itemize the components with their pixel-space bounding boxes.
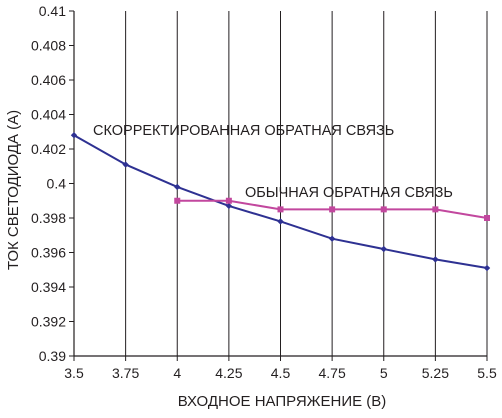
y-tick-label: 0.41 (39, 3, 66, 19)
data-point (483, 264, 491, 272)
x-tick-label: 5.5 (477, 365, 497, 381)
data-point (380, 206, 387, 213)
y-tick-label: 0.39 (39, 348, 66, 364)
x-tick-label: 4.5 (271, 365, 291, 381)
x-tick-label: 4 (173, 365, 181, 381)
data-point (174, 197, 181, 204)
series-0 (70, 132, 491, 272)
data-point (70, 132, 78, 139)
y-tick-label: 0.398 (31, 210, 66, 226)
series-1 (174, 197, 490, 221)
series-annotation-corrected-feedback: СКОРРЕКТИРОВАННАЯ ОБРАТНАЯ СВЯЗЬ (93, 123, 394, 139)
tick-labels: 0.39 0.392 0.394 0.396 0.398 0.4 0.402 0.404 0.4… (31, 3, 497, 381)
x-tick-label: 4.25 (215, 365, 242, 381)
y-tick-label: 0.406 (31, 72, 66, 88)
data-point (225, 202, 233, 210)
y-tick-label: 0.394 (31, 279, 66, 295)
axes (69, 10, 488, 361)
y-tick-label: 0.404 (31, 107, 66, 123)
x-tick-label: 5 (380, 365, 388, 381)
series-group (70, 132, 491, 272)
data-point (277, 206, 284, 213)
y-tick-label: 0.408 (31, 38, 66, 54)
series-annotation-regular-feedback: ОБЫЧНАЯ ОБРАТНАЯ СВЯЗЬ (245, 185, 453, 201)
data-point (174, 183, 181, 191)
x-axis-title: ВХОДНОЕ НАПРЯЖЕНИЕ (В) (178, 393, 387, 410)
y-axis-title: ТОК СВЕТОДИОДА (А) (5, 110, 22, 270)
y-tick-label: 0.396 (31, 245, 66, 261)
data-point (432, 206, 439, 213)
x-tick-label: 4.75 (319, 365, 346, 381)
y-tick-label: 0.392 (31, 314, 66, 330)
data-point (277, 218, 284, 225)
data-point (432, 256, 439, 263)
annotations: СКОРРЕКТИРОВАННАЯ ОБРАТНАЯ СВЯЗЬ ОБЫЧНАЯ… (5, 110, 453, 410)
x-tick-label: 3.5 (64, 365, 84, 381)
y-tick-label: 0.4 (47, 176, 67, 192)
data-point (328, 235, 336, 242)
data-point (122, 161, 129, 168)
data-point (225, 197, 232, 204)
x-tick-label: 3.75 (112, 365, 139, 381)
data-point (380, 245, 387, 253)
x-tick-label: 5.25 (422, 365, 449, 381)
data-point (484, 215, 490, 221)
y-tick-label: 0.402 (31, 141, 66, 157)
data-point (329, 206, 336, 213)
gridlines (125, 11, 488, 356)
